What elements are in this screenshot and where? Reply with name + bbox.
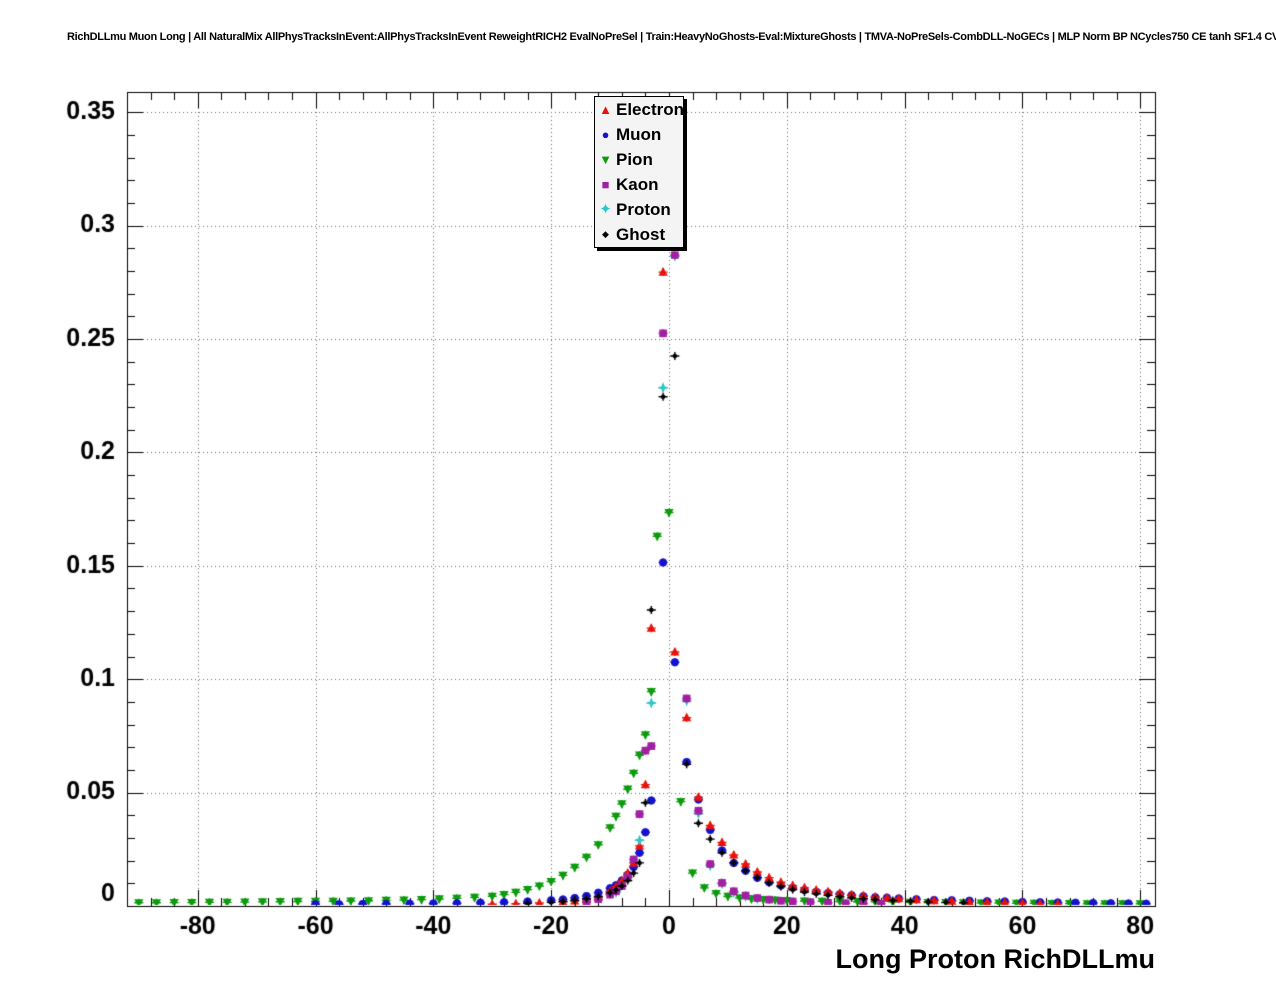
legend-item-ghost: ◆ Ghost: [595, 222, 683, 247]
legend-item-kaon: ■ Kaon: [595, 172, 683, 197]
electron-triangle-icon: ▲: [599, 102, 612, 117]
pion-triangle-icon: ▼: [599, 152, 612, 167]
legend-item-proton: ✦ Proton: [595, 197, 683, 222]
legend-label-muon: Muon: [616, 124, 662, 144]
x-axis-label: Long Proton RichDLLmu: [835, 944, 1155, 974]
proton-star-icon: ✦: [599, 201, 612, 218]
legend: ▲ Electron ● Muon ▼ Pion ■ Kaon ✦ Proton…: [594, 96, 684, 248]
legend-item-electron: ▲ Electron: [595, 97, 685, 122]
legend-label-proton: Proton: [616, 199, 671, 219]
legend-item-muon: ● Muon: [595, 122, 683, 147]
plot-title: RichDLLmu Muon Long | All NaturalMix All…: [67, 31, 1276, 43]
legend-label-pion: Pion: [616, 149, 653, 169]
legend-item-pion: ▼ Pion: [595, 147, 683, 172]
kaon-square-icon: ■: [601, 177, 610, 192]
legend-label-kaon: Kaon: [616, 174, 659, 194]
ghost-dot-icon: ◆: [602, 229, 609, 239]
legend-label-electron: Electron: [616, 99, 685, 119]
muon-circle-icon: ●: [601, 127, 610, 142]
legend-label-ghost: Ghost: [616, 224, 666, 244]
